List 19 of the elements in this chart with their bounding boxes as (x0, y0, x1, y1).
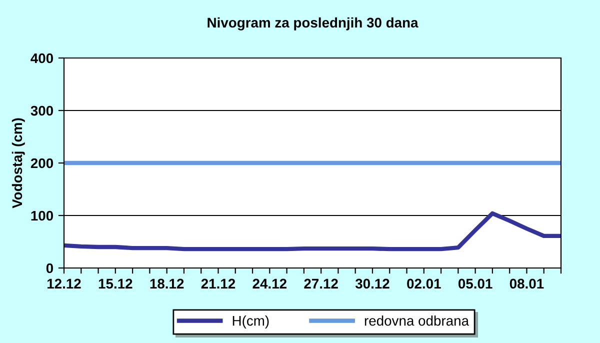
x-tick-label: 21.12 (201, 278, 236, 288)
x-tick-label: 12.12 (48, 278, 81, 288)
y-tick-label: 300 (30, 106, 54, 116)
x-tick-label: 15.12 (98, 278, 132, 289)
y-tick-label: 100 (31, 210, 54, 221)
legend-label: redovna odbrana (364, 316, 470, 326)
y-axis-title: Vodostaj (cm) (12, 118, 25, 208)
x-tick-label: 05.01 (458, 278, 492, 289)
x-tick-label: 27.12 (304, 278, 338, 288)
x-tick-label: 24.12 (252, 278, 286, 288)
y-tick-label: 0 (46, 263, 54, 274)
x-tick-label: 30.12 (355, 278, 390, 289)
x-tick-label: 02.01 (407, 278, 441, 289)
x-tick-label: 18.12 (150, 278, 184, 289)
legend-label: H(cm) (232, 316, 269, 328)
x-tick-label: 08.01 (510, 278, 544, 289)
y-tick-label: 400 (30, 53, 54, 64)
y-tick-label: 200 (30, 158, 54, 168)
chart-title: Nivogram za poslednjih 30 dana (208, 17, 418, 30)
